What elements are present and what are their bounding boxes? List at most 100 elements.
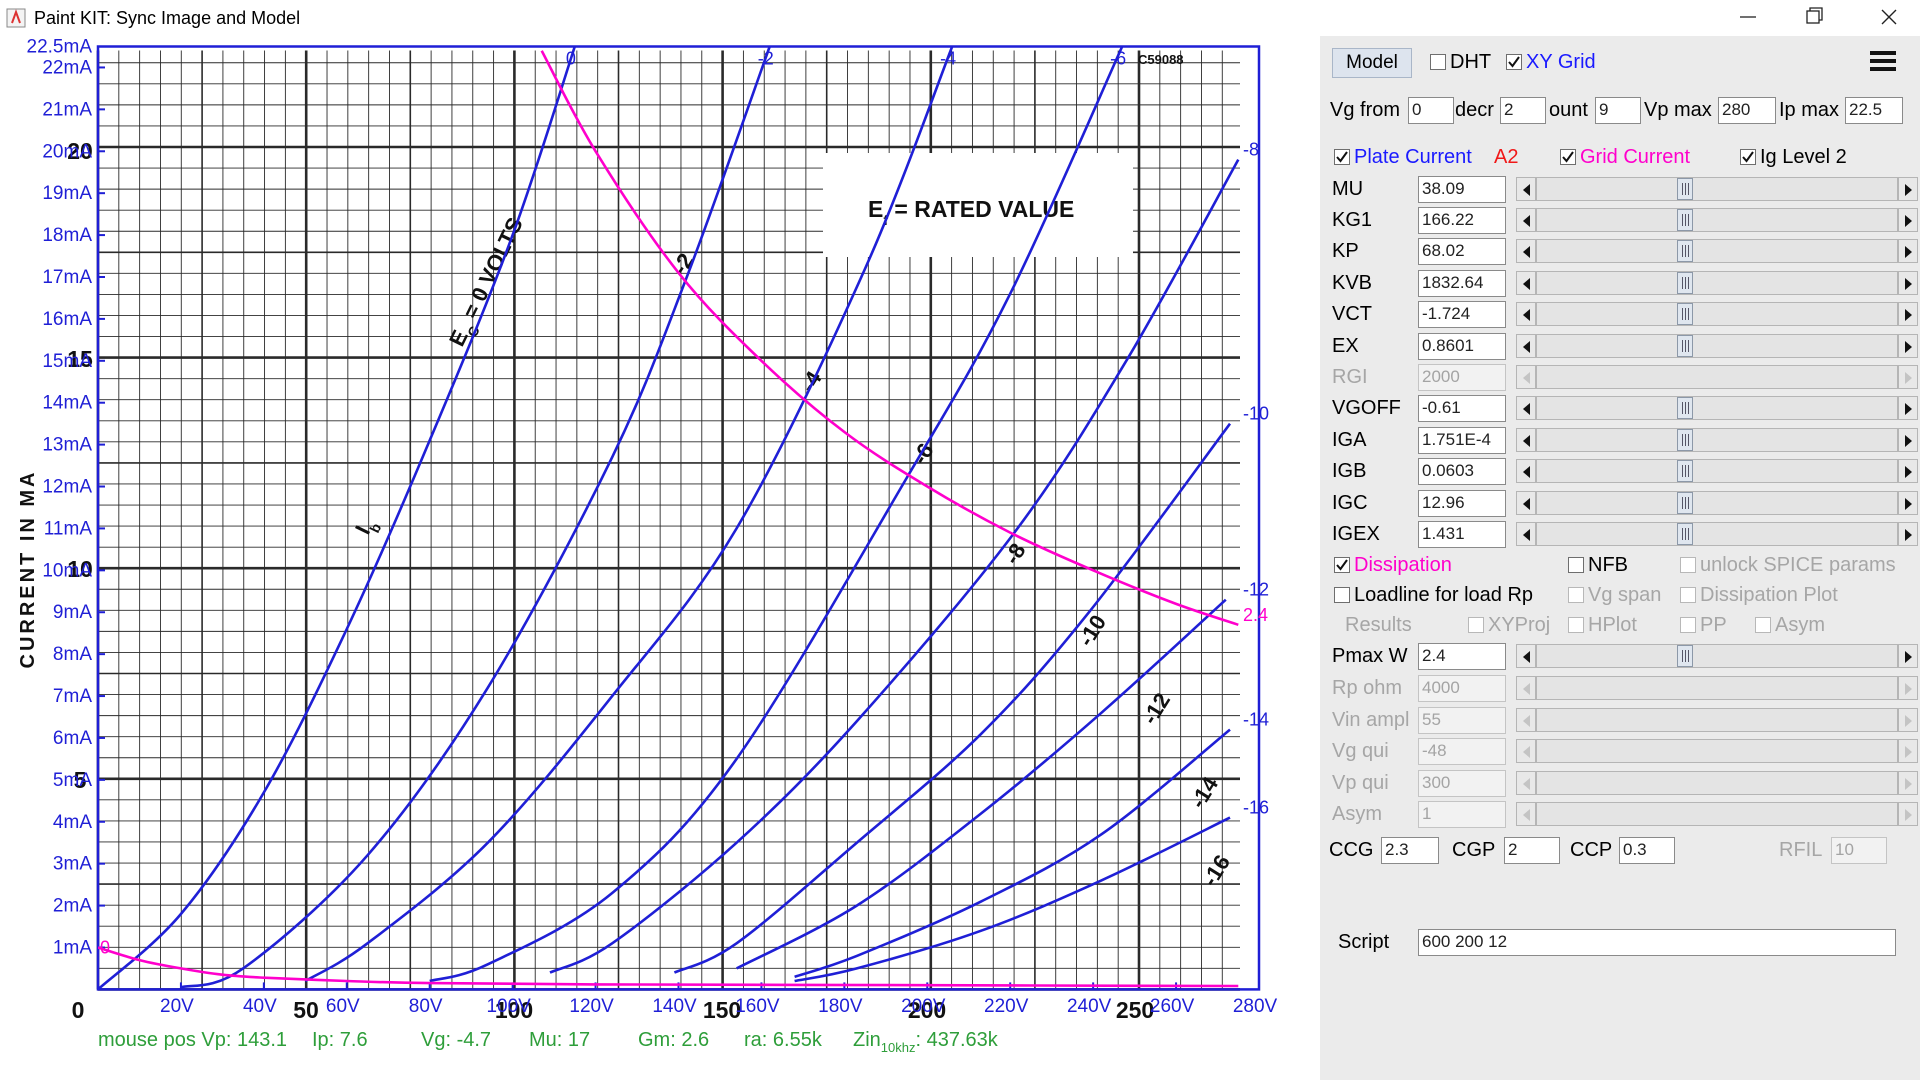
thumb-rib [1685, 402, 1686, 415]
slider-arrow-right[interactable] [1898, 270, 1918, 295]
slider-arrow-left[interactable] [1516, 302, 1536, 327]
slider-arrow-left[interactable] [1516, 490, 1536, 515]
text-field[interactable]: 0.0603 [1418, 458, 1506, 486]
thumb-rib [1685, 433, 1686, 446]
text-field[interactable]: 0 [1408, 97, 1454, 124]
check-mark [1336, 151, 1348, 163]
close[interactable] [1881, 9, 1897, 25]
checkbox[interactable] [1334, 557, 1350, 573]
checkbox[interactable] [1430, 54, 1446, 70]
curve [540, 50, 1239, 627]
slider-arrow-left[interactable] [1516, 239, 1536, 264]
slider-arrow-right[interactable] [1898, 302, 1918, 327]
slider-thumb[interactable] [1677, 240, 1693, 263]
checkbox[interactable] [1506, 54, 1522, 70]
text-field[interactable]: 22.5 [1845, 97, 1903, 124]
slider-arrow-right[interactable] [1898, 333, 1918, 358]
slider-thumb[interactable] [1677, 271, 1693, 294]
text-field[interactable]: 280 [1718, 97, 1776, 124]
text-field[interactable]: 1.751E-4 [1418, 426, 1506, 454]
slider-arrow-left [1516, 707, 1536, 732]
slider-track[interactable] [1536, 302, 1898, 327]
text-field[interactable]: 2.4 [1418, 643, 1506, 671]
checkbox[interactable] [1334, 149, 1350, 165]
slider-thumb[interactable] [1677, 460, 1693, 483]
slider-arrow-left[interactable] [1516, 333, 1536, 358]
arrow-glyph [1523, 434, 1530, 447]
thumb-rib [1682, 339, 1683, 352]
window-controls[interactable] [1730, 0, 1920, 36]
checkbox[interactable] [1560, 149, 1576, 165]
slider-thumb[interactable] [1677, 397, 1693, 420]
slider-track[interactable] [1536, 644, 1898, 669]
slider-thumb[interactable] [1677, 209, 1693, 231]
label: NFB [1588, 554, 1628, 576]
slider-track[interactable] [1536, 176, 1898, 201]
slider-arrow-left[interactable] [1516, 644, 1536, 669]
slider-arrow-right[interactable] [1898, 490, 1918, 515]
slider-track[interactable] [1536, 333, 1898, 358]
text-field[interactable]: 166.22 [1418, 207, 1506, 234]
slider-track[interactable] [1536, 239, 1898, 264]
slider-track[interactable] [1536, 459, 1898, 484]
text-field[interactable]: 2.3 [1381, 837, 1439, 864]
slider-track[interactable] [1536, 270, 1898, 295]
text-field[interactable]: -1.724 [1418, 301, 1506, 329]
slider-arrow-right[interactable] [1898, 459, 1918, 484]
curve [794, 816, 1231, 983]
text-field[interactable]: -0.61 [1418, 395, 1506, 423]
slider-arrow-right[interactable] [1898, 427, 1918, 452]
text-field[interactable]: 9 [1595, 97, 1641, 124]
slider-arrow-left[interactable] [1516, 427, 1536, 452]
text-field[interactable]: 2 [1504, 837, 1560, 864]
slider-arrow-left[interactable] [1516, 459, 1536, 484]
text-field[interactable]: 12.96 [1418, 489, 1506, 517]
text-field[interactable]: 1832.64 [1418, 269, 1506, 297]
slider-thumb[interactable] [1677, 177, 1693, 200]
label: Dissipation [1354, 554, 1452, 576]
slider-arrow-left[interactable] [1516, 176, 1536, 201]
slider-thumb[interactable] [1677, 303, 1693, 326]
slider-arrow-left[interactable] [1516, 522, 1536, 546]
slider-thumb[interactable] [1677, 428, 1693, 451]
slider-track[interactable] [1536, 490, 1898, 515]
text-field[interactable]: 0.3 [1619, 837, 1675, 864]
text-field[interactable]: 38.09 [1418, 175, 1506, 203]
slider-arrow-right[interactable] [1898, 239, 1918, 264]
thumb-rib [1688, 496, 1689, 509]
slider-thumb[interactable] [1677, 491, 1693, 514]
slider-arrow-left[interactable] [1516, 270, 1536, 295]
text-field[interactable]: 0.8601 [1418, 332, 1506, 360]
slider-arrow-right[interactable] [1898, 176, 1918, 201]
slider-arrow-right[interactable] [1898, 522, 1918, 546]
slider-arrow-left[interactable] [1516, 396, 1536, 421]
text-field[interactable]: 1.431 [1418, 521, 1506, 548]
thumb-rib [1688, 402, 1689, 415]
slider-arrow-right[interactable] [1898, 396, 1918, 421]
text-field[interactable]: 68.02 [1418, 238, 1506, 266]
slider-arrow-right[interactable] [1898, 208, 1918, 232]
text-field[interactable]: 2 [1500, 97, 1546, 124]
slider-track[interactable] [1536, 208, 1898, 232]
checkbox[interactable] [1568, 557, 1584, 573]
menu-button[interactable] [1868, 46, 1898, 76]
slider-arrow-right [1898, 739, 1918, 764]
thumb-rib [1688, 214, 1689, 226]
arrow-glyph [1523, 529, 1530, 541]
slider-arrow-left[interactable] [1516, 208, 1536, 232]
slider-track [1536, 739, 1898, 764]
title-bar: Paint KIT: Sync Image and Model [0, 0, 1920, 36]
restore[interactable] [1806, 10, 1820, 24]
y-tick-label: 11mA [44, 518, 93, 539]
slider-thumb[interactable] [1677, 523, 1693, 545]
checkbox[interactable] [1740, 149, 1756, 165]
slider-track[interactable] [1536, 522, 1898, 546]
checkbox[interactable] [1334, 587, 1350, 603]
slider-track[interactable] [1536, 396, 1898, 421]
slider-track[interactable] [1536, 427, 1898, 452]
slider-thumb[interactable] [1677, 334, 1693, 357]
slider-thumb[interactable] [1677, 645, 1693, 668]
slider-arrow-right[interactable] [1898, 644, 1918, 669]
model-button[interactable]: Model [1332, 48, 1412, 78]
text-field[interactable]: 600 200 12 [1418, 929, 1896, 956]
